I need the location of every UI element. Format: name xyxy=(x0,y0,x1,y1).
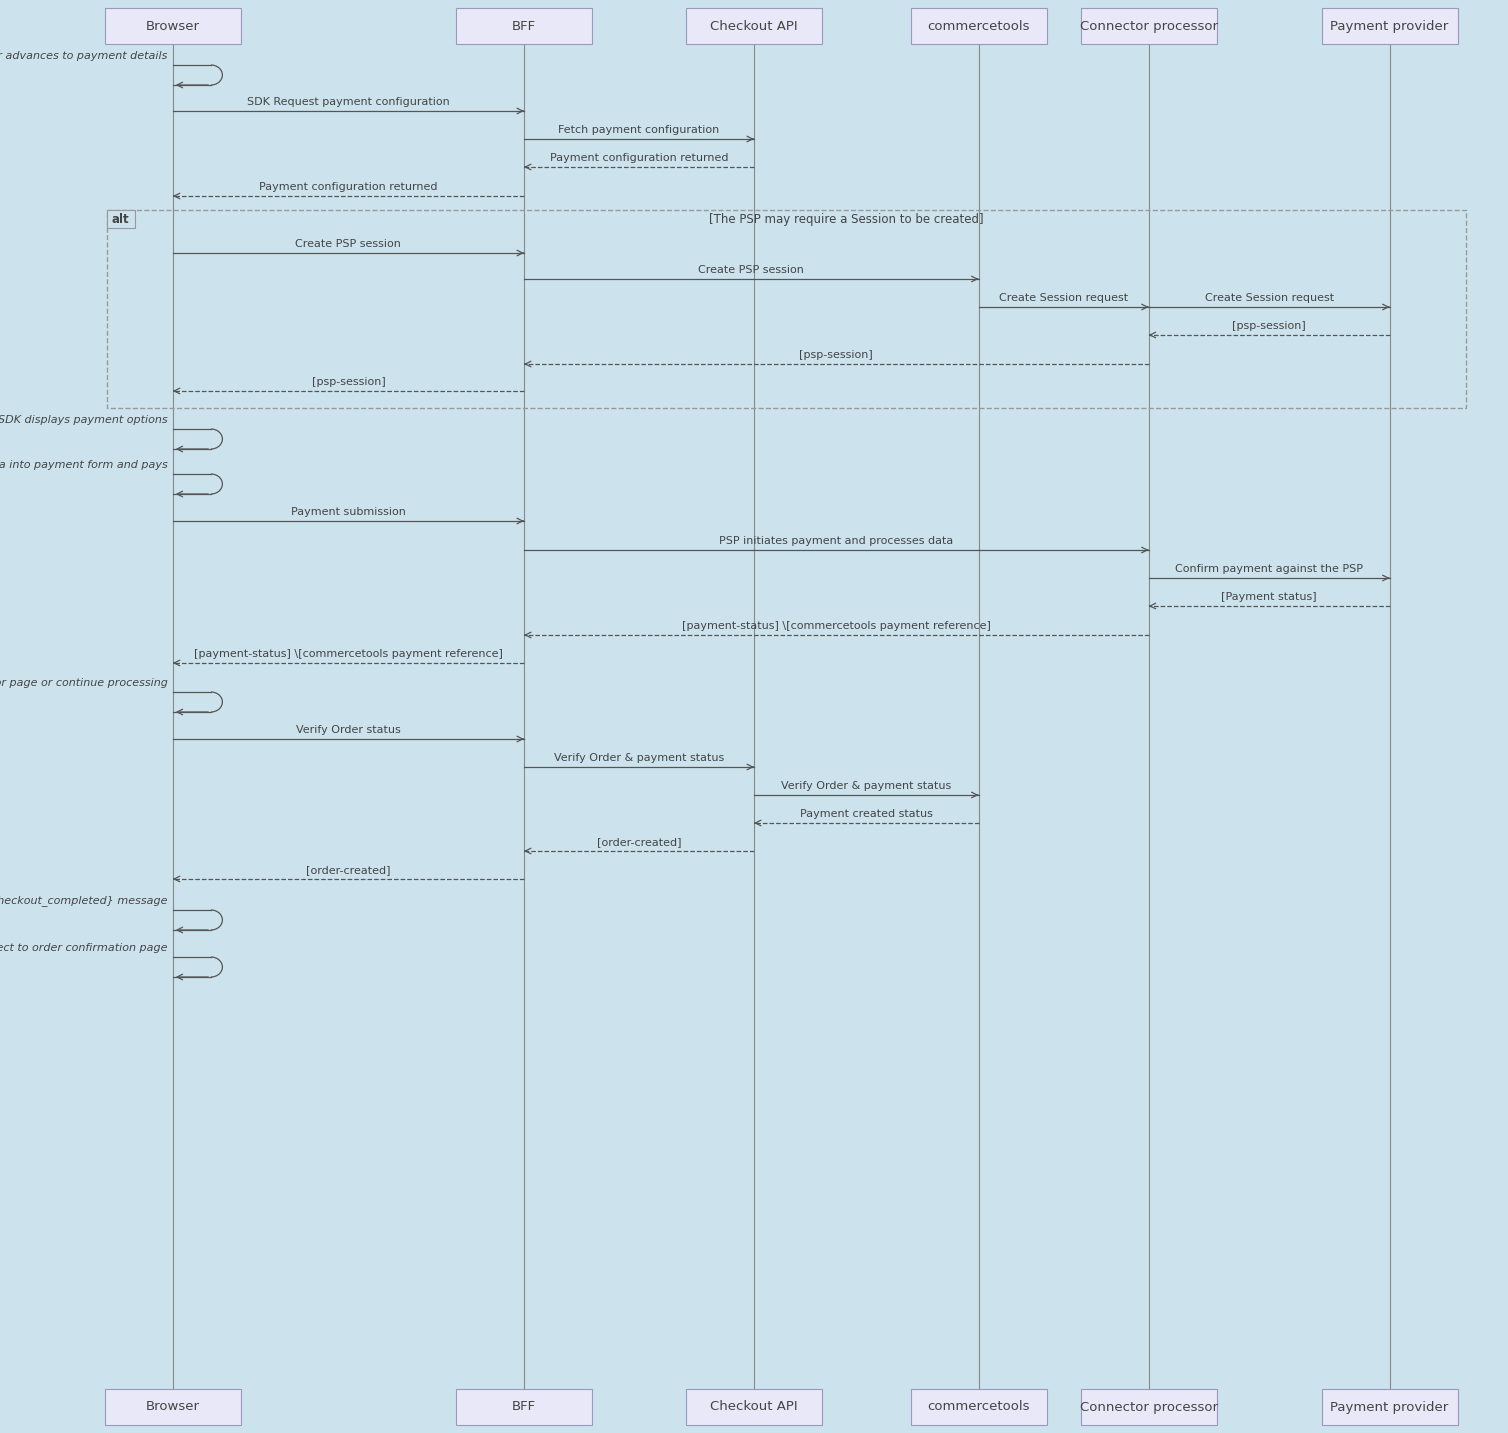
Bar xyxy=(455,9,593,44)
Bar xyxy=(104,9,241,44)
Text: Browser: Browser xyxy=(146,1400,201,1413)
Text: PSP initiates payment and processes data: PSP initiates payment and processes data xyxy=(719,536,953,546)
Text: [Payment status]: [Payment status] xyxy=(1221,592,1316,602)
Text: BFF: BFF xyxy=(511,20,535,33)
Bar xyxy=(911,9,1047,44)
Text: Checkout API: Checkout API xyxy=(710,1400,798,1413)
Bar xyxy=(1081,1389,1217,1424)
Bar xyxy=(104,1389,241,1424)
Text: Payment submission: Payment submission xyxy=(291,507,406,517)
Bar xyxy=(686,9,822,44)
Text: Create PSP session: Create PSP session xyxy=(296,239,401,249)
Text: Payment provider: Payment provider xyxy=(1330,20,1449,33)
Text: [payment-status] \[commercetools payment reference]: [payment-status] \[commercetools payment… xyxy=(195,649,502,659)
Bar xyxy=(107,211,1466,408)
Bar xyxy=(1081,9,1217,44)
Text: [psp-session]: [psp-session] xyxy=(312,377,385,387)
Bar xyxy=(1321,9,1458,44)
Text: Customer inserts data into payment form and pays: Customer inserts data into payment form … xyxy=(0,460,167,470)
Text: Checkout API: Checkout API xyxy=(710,20,798,33)
Text: Customer advances to payment details: Customer advances to payment details xyxy=(0,52,167,62)
Text: Show error page or continue processing: Show error page or continue processing xyxy=(0,678,167,688)
Bar xyxy=(107,211,134,228)
Text: SDK Request payment configuration: SDK Request payment configuration xyxy=(247,97,449,107)
Text: Browser: Browser xyxy=(146,20,201,33)
Text: Payment created status: Payment created status xyxy=(799,810,933,820)
Text: [order-created]: [order-created] xyxy=(597,837,682,847)
Text: [order-created]: [order-created] xyxy=(306,866,391,876)
Text: Create Session request: Create Session request xyxy=(1205,292,1333,302)
Text: Payment configuration returned: Payment configuration returned xyxy=(550,153,728,163)
Text: BFF: BFF xyxy=(511,1400,535,1413)
Text: Verify Order & payment status: Verify Order & payment status xyxy=(781,781,952,791)
Text: [The PSP may require a Session to be created]: [The PSP may require a Session to be cre… xyxy=(709,212,983,225)
Text: commercetools: commercetools xyxy=(927,20,1030,33)
Text: Fetch payment configuration: Fetch payment configuration xyxy=(558,125,719,135)
Text: [psp-session]: [psp-session] xyxy=(799,350,873,360)
Text: Payment provider: Payment provider xyxy=(1330,1400,1449,1413)
Text: Payment configuration returned: Payment configuration returned xyxy=(259,182,437,192)
Text: [psp-session]: [psp-session] xyxy=(1232,321,1306,331)
Text: Confirm payment against the PSP: Confirm payment against the PSP xyxy=(1175,565,1363,575)
Text: commercetools: commercetools xyxy=(927,1400,1030,1413)
Bar xyxy=(911,1389,1047,1424)
Text: SDK emits {checkout_completed} message: SDK emits {checkout_completed} message xyxy=(0,896,167,906)
Text: alt: alt xyxy=(112,212,130,225)
Text: Create Session request: Create Session request xyxy=(1000,292,1128,302)
Bar xyxy=(455,1389,593,1424)
Text: Connector processor: Connector processor xyxy=(1080,20,1217,33)
Bar xyxy=(1321,1389,1458,1424)
Text: [payment-status] \[commercetools payment reference]: [payment-status] \[commercetools payment… xyxy=(682,620,991,631)
Text: Connector processor: Connector processor xyxy=(1080,1400,1217,1413)
Text: Create PSP session: Create PSP session xyxy=(698,265,804,275)
Text: SDK displays payment options: SDK displays payment options xyxy=(0,416,167,426)
Bar xyxy=(686,1389,822,1424)
Text: Verify Order & payment status: Verify Order & payment status xyxy=(553,752,724,762)
Text: Redirect to order confirmation page: Redirect to order confirmation page xyxy=(0,943,167,953)
Text: Verify Order status: Verify Order status xyxy=(296,725,401,735)
